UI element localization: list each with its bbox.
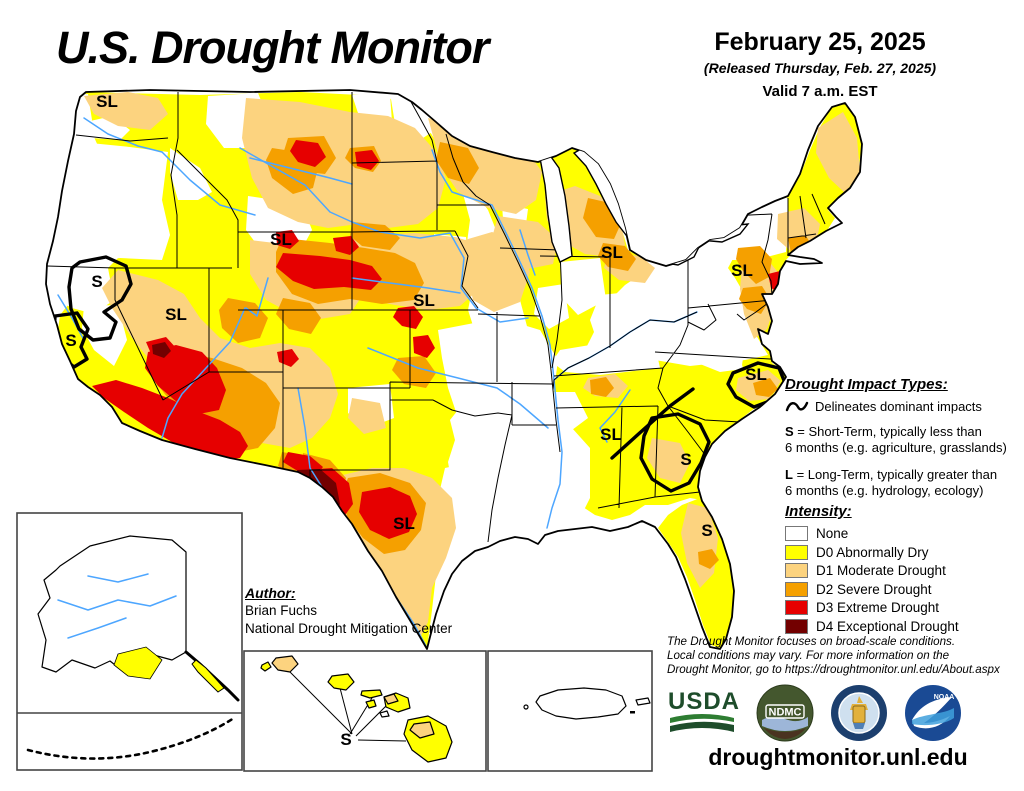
- author-name: Brian Fuchs: [245, 603, 318, 619]
- intensity-item: D2 Severe Drought: [785, 581, 1020, 597]
- impact-legend-heading: Drought Impact Types:: [785, 376, 948, 393]
- author-heading: Author:: [245, 585, 296, 601]
- map-impact-label: S: [680, 450, 691, 469]
- commerce-logo: [830, 684, 888, 747]
- map-impact-label: SL: [96, 92, 118, 111]
- intensity-label: D2 Severe Drought: [816, 581, 932, 597]
- hawaii-inset: [243, 650, 487, 772]
- intensity-item: D1 Moderate Drought: [785, 563, 1020, 578]
- agency-logos: USDA NDMC: [668, 684, 1008, 746]
- intensity-swatch: [785, 544, 808, 560]
- long-term-definition: L = Long-Term, typically greater than 6 …: [785, 466, 998, 498]
- intensity-label: D3 Extreme Drought: [816, 600, 940, 615]
- intensity-legend: Intensity: None D0 Abnormally Dry D1 Moder…: [785, 503, 1020, 637]
- squiggle-icon: [785, 401, 809, 412]
- intensity-label: D0 Abnormally Dry: [816, 544, 929, 560]
- intensity-item: None: [785, 526, 1020, 541]
- svg-text:NDMC: NDMC: [769, 706, 802, 718]
- map-impact-label: SL: [745, 365, 767, 384]
- map-impact-label: S: [65, 331, 76, 350]
- impact-types-legend: Drought Impact Types: Delineates dominan…: [785, 376, 1020, 499]
- map-date: February 25, 2025: [714, 28, 926, 56]
- delineates-label: Delineates dominant impacts: [815, 399, 982, 414]
- map-impact-label: SL: [393, 514, 415, 533]
- svg-text:NOAA: NOAA: [934, 694, 955, 701]
- intensity-item: D3 Extreme Drought: [785, 600, 1020, 615]
- intensity-swatch: [785, 600, 808, 615]
- author-block: Author: Brian Fuchs National Drought Mit…: [245, 584, 452, 637]
- map-impact-label: SL: [270, 230, 292, 249]
- intensity-swatch: [785, 581, 808, 597]
- valid-time: Valid 7 a.m. EST: [762, 83, 878, 100]
- disclaimer: The Drought Monitor focuses on broad-sca…: [667, 635, 1000, 677]
- intensity-heading: Intensity:: [785, 503, 852, 520]
- usda-swoosh-icon: [670, 714, 734, 733]
- map-impact-label: SL: [731, 261, 753, 280]
- website-url: droughtmonitor.unl.edu: [708, 744, 968, 770]
- puerto-rico-inset: [487, 650, 653, 772]
- author-org: National Drought Mitigation Center: [245, 620, 453, 636]
- noaa-logo: NOAA: [904, 684, 962, 747]
- intensity-item: D4 Exceptional Drought: [785, 618, 1020, 634]
- alaska-inset: [16, 512, 243, 771]
- intensity-swatch: [785, 563, 808, 578]
- intensity-swatch: [785, 618, 808, 634]
- map-impact-labels: SL SL SL SL SL SL SL SL SL S S S S S: [65, 92, 767, 749]
- map-impact-label: SL: [601, 243, 623, 262]
- date-block: February 25, 2025 (Released Thursday, Fe…: [660, 28, 980, 100]
- intensity-label: None: [816, 526, 849, 541]
- short-term-definition: S = Short-Term, typically less than 6 mo…: [785, 424, 1007, 456]
- page-title: U.S. Drought Monitor: [56, 22, 489, 73]
- intensity-label: D4 Exceptional Drought: [816, 618, 959, 634]
- intensity-label: D1 Moderate Drought: [816, 563, 946, 578]
- map-impact-label: SL: [413, 291, 435, 310]
- map-impact-label: S: [701, 521, 712, 540]
- intensity-rows: None D0 Abnormally Dry D1 Moderate Drought…: [785, 526, 1020, 634]
- delineates-row: Delineates dominant impacts: [785, 399, 1020, 414]
- map-impact-label: S: [340, 730, 351, 749]
- map-impact-label: SL: [165, 305, 187, 324]
- ndmc-logo: NDMC: [756, 684, 814, 747]
- release-date: (Released Thursday, Feb. 27, 2025): [703, 60, 937, 76]
- usda-logo: USDA: [668, 689, 740, 740]
- map-impact-label: SL: [600, 425, 622, 444]
- map-impact-label: S: [91, 272, 102, 291]
- intensity-item: D0 Abnormally Dry: [785, 544, 1020, 560]
- intensity-swatch: [785, 526, 808, 541]
